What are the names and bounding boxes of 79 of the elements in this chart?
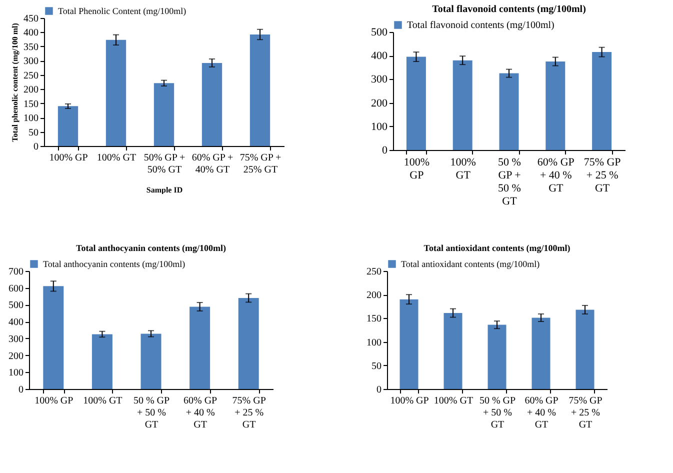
y-tick-label: 150 (366, 314, 382, 325)
x-tick-label: 60% GP + 40 % GT (183, 396, 218, 430)
y-tick-label: 100 (371, 120, 388, 133)
y-tick-label: 200 (366, 290, 382, 302)
y-tick-label: 200 (24, 84, 38, 96)
y-tick-label: 300 (8, 334, 24, 345)
x-tick-label: 100% GT (83, 396, 122, 406)
y-tick-label: 250 (24, 70, 38, 82)
y-tick-label: 300 (24, 56, 38, 68)
bar (452, 60, 472, 150)
bar (400, 299, 418, 389)
y-tick-label: 0 (18, 384, 24, 396)
y-tick-label: 500 (8, 300, 24, 312)
x-tick-label: 60% GP + 40 % GT (537, 156, 574, 194)
bar (43, 286, 64, 389)
x-tick-label: 100% GP (390, 396, 430, 406)
y-tick-label: 100 (24, 113, 38, 124)
bar (546, 62, 566, 150)
x-tick-label: 100% GT (434, 396, 474, 406)
bar (488, 324, 506, 389)
y-tick-label: 300 (371, 74, 388, 86)
legend-label: Total antioxidant contents (mg/100ml) (401, 259, 540, 269)
y-tick-label: 700 (8, 266, 24, 278)
bar (58, 106, 78, 146)
chart-title: Total flavonoid contents (mg/100ml) (432, 4, 586, 15)
legend-label: Total flavonoid contents (mg/100ml) (407, 20, 554, 31)
chart-title: Total anthocyanin contents (mg/100ml) (76, 243, 226, 253)
x-tick-label: 50 % GP + 50 % GT (479, 396, 516, 430)
bar (592, 52, 612, 150)
y-tick-label: 0 (382, 144, 388, 156)
bar (106, 40, 126, 146)
x-tick-label: 100% GP (34, 396, 74, 406)
bar (444, 313, 462, 389)
y-tick-label: 600 (8, 283, 24, 294)
x-tick-label: 75% GP + 25 % GT (584, 156, 621, 194)
y-axis-title: Total phenolic content (mg/100 ml) (10, 22, 20, 142)
x-tick-label: 50 % GP + 50 % GT (133, 396, 170, 430)
y-tick-label: 400 (8, 317, 24, 328)
bar (238, 298, 259, 389)
y-tick-label: 0 (376, 384, 382, 396)
x-tick-label: 60% GP + 40% GT (192, 152, 234, 176)
x-tick-label: 100% GT (96, 152, 136, 164)
x-tick-label: 100% GP (404, 156, 430, 182)
x-axis-title: Sample ID (146, 186, 183, 194)
y-tick-label: 500 (371, 26, 388, 38)
bar (154, 83, 174, 146)
x-tick-label: 75% GP + 25% GT (240, 152, 282, 176)
bar (250, 34, 270, 146)
y-tick-label: 100 (8, 368, 24, 379)
y-tick-label: 100 (366, 337, 382, 348)
x-tick-label: 50 % GP + 50 % GT (498, 156, 521, 208)
x-tick-label: 75% GP + 25 % GT (568, 396, 603, 430)
x-tick-label: 75% GP + 25 % GT (232, 396, 266, 430)
bar (92, 334, 112, 389)
y-tick-label: 50 (28, 127, 38, 138)
y-tick-label: 400 (24, 28, 38, 39)
bar (202, 62, 222, 146)
y-tick-label: 400 (371, 50, 388, 62)
x-tick-label: 100% GP (49, 152, 88, 164)
y-tick-label: 200 (371, 97, 388, 110)
bar (499, 73, 519, 150)
chart-title: Total antioxidant contents (mg/100ml) (424, 243, 570, 253)
bar (190, 306, 210, 389)
y-tick-label: 250 (366, 266, 382, 278)
y-tick-label: 50 (372, 360, 382, 372)
y-tick-label: 150 (24, 98, 38, 110)
x-tick-label: 50% GP + 50% GT (144, 152, 186, 176)
y-tick-label: 350 (24, 42, 38, 53)
x-tick-label: 100% GT (450, 156, 476, 182)
bar (532, 318, 550, 389)
y-tick-label: 200 (8, 350, 24, 362)
bar (140, 334, 162, 389)
legend-label: Total anthocyanin contents (mg/100ml) (43, 259, 186, 269)
y-tick-label: 0 (34, 142, 38, 152)
y-tick-label: 450 (24, 14, 38, 24)
x-tick-label: 60% GP + 40 % GT (524, 396, 559, 430)
bar (576, 310, 594, 389)
bar (406, 56, 426, 150)
legend-label: Total Phenolic Content (mg/100ml) (58, 6, 186, 16)
